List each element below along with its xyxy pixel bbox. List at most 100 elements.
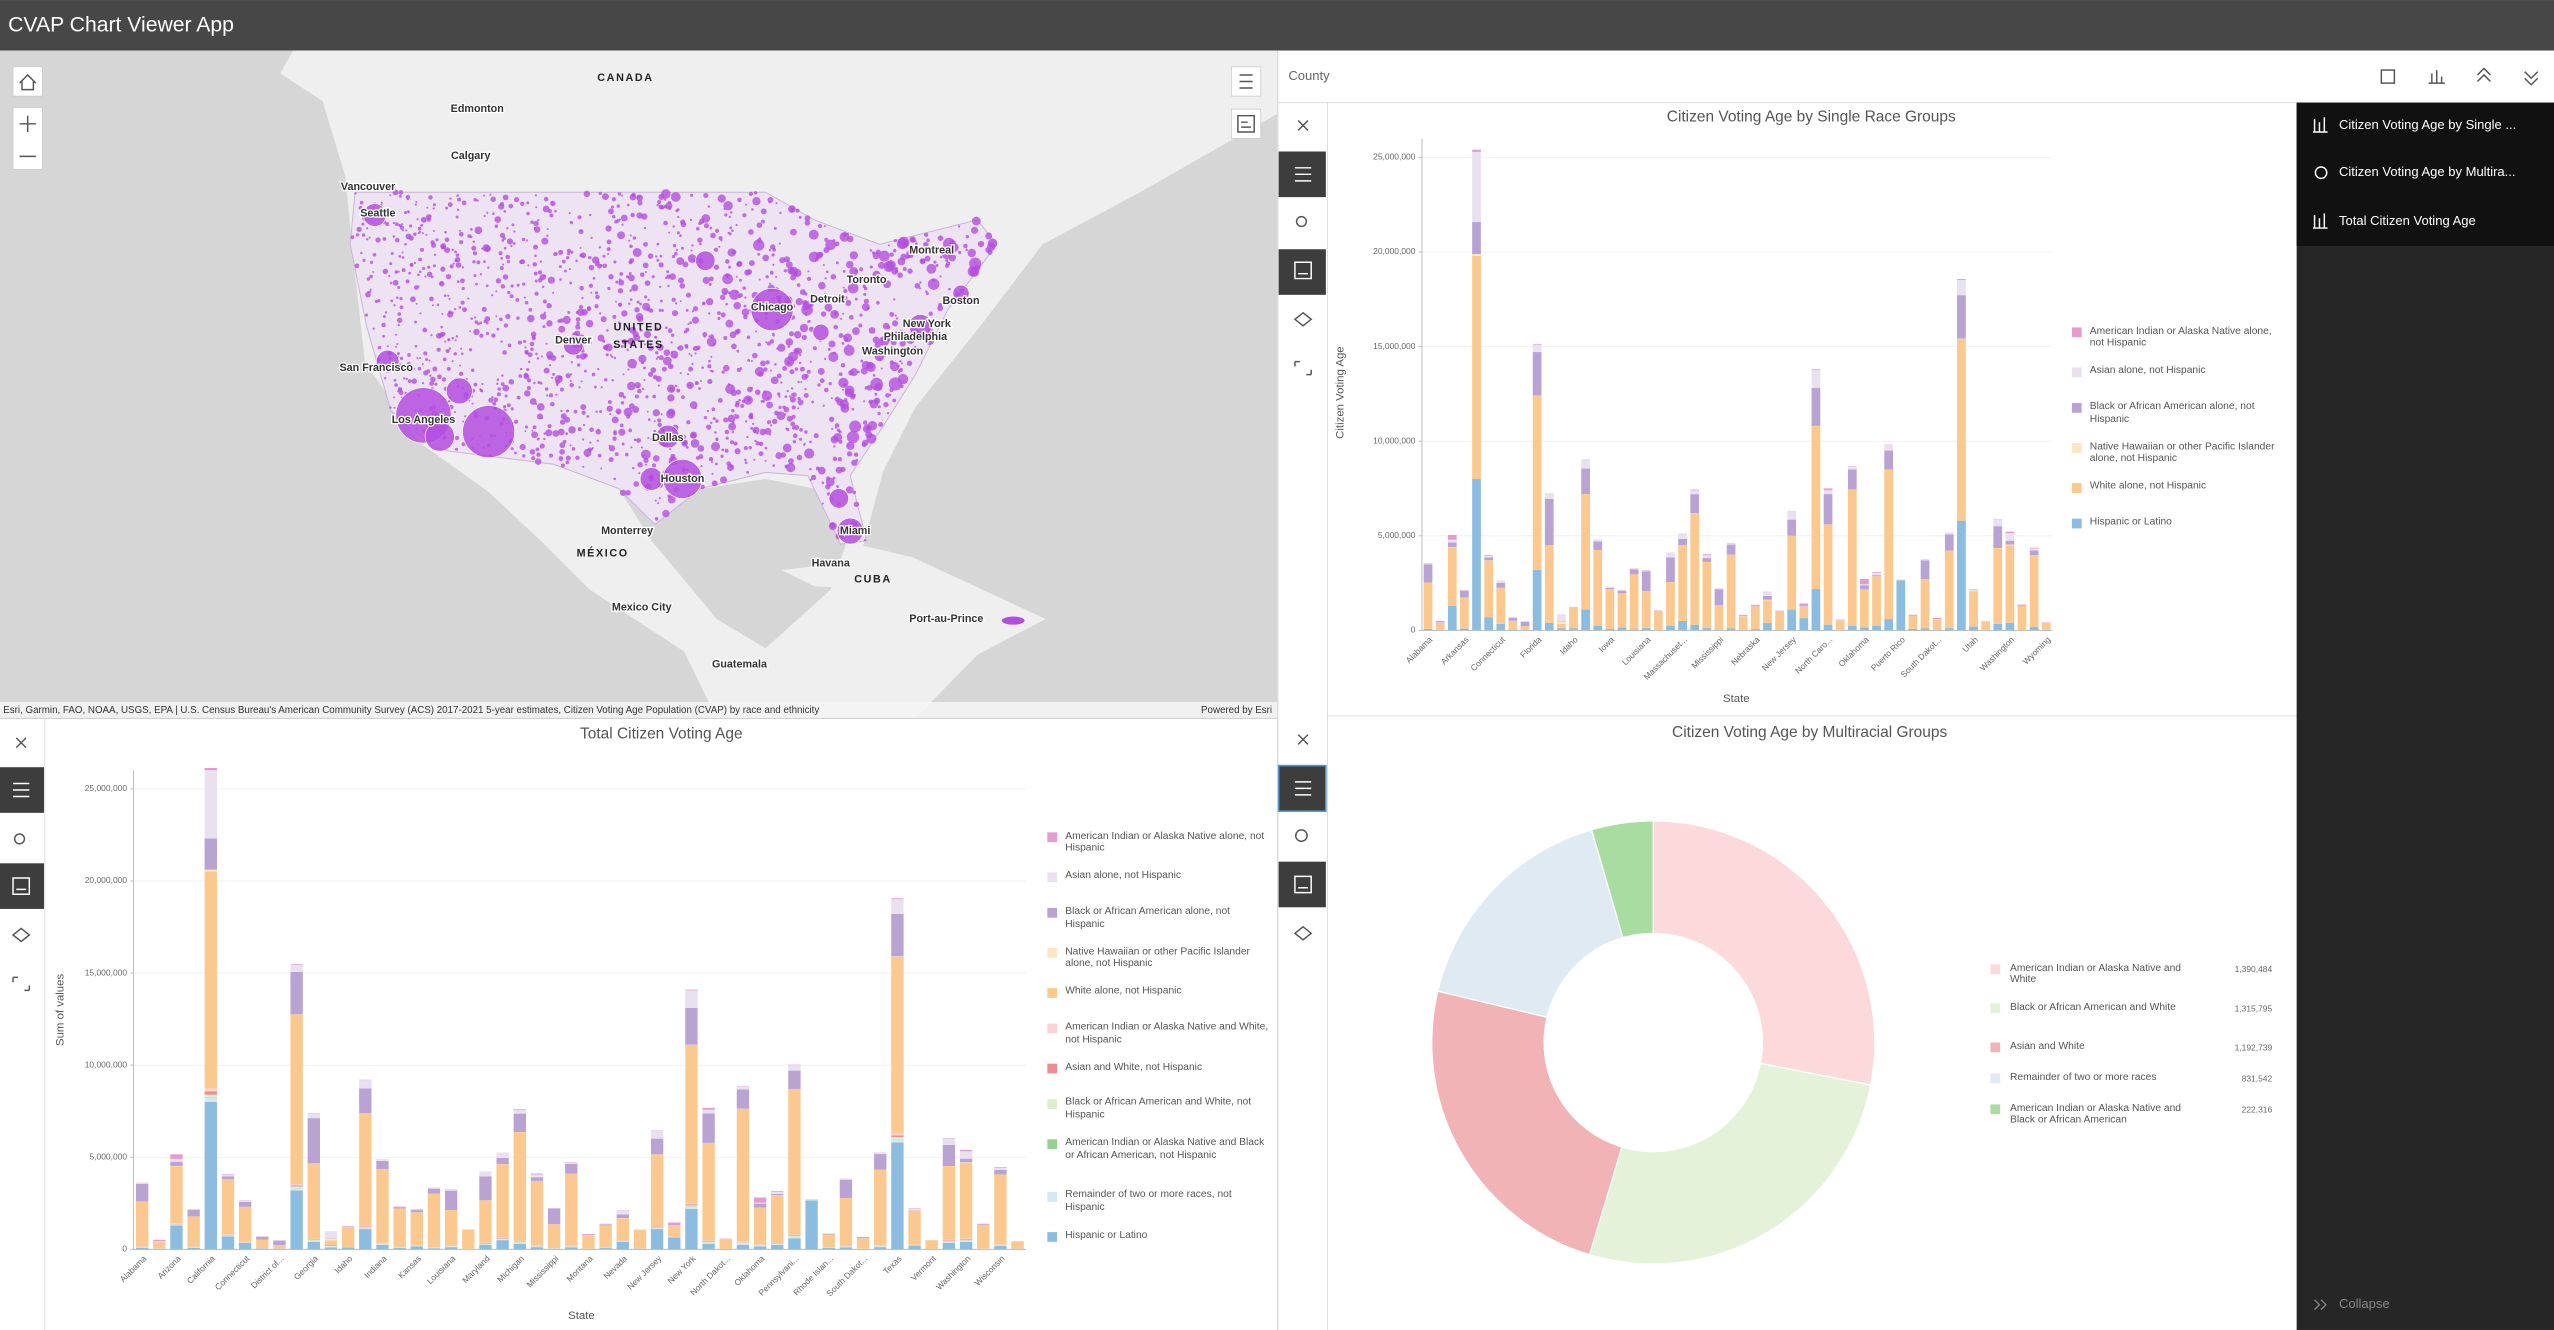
county-dot bbox=[499, 232, 506, 239]
bar-segment bbox=[908, 1210, 921, 1245]
county-dot bbox=[811, 400, 814, 404]
county-dot bbox=[679, 283, 686, 289]
side-item[interactable]: Citizen Voting Age by Single ... bbox=[2339, 117, 2516, 132]
filter-icon[interactable] bbox=[1294, 829, 1308, 843]
county-dot bbox=[785, 261, 793, 269]
county-dot bbox=[609, 413, 612, 416]
county-dot bbox=[643, 330, 652, 339]
county-dot bbox=[401, 256, 405, 259]
county-dot bbox=[849, 420, 862, 433]
county-dot bbox=[861, 442, 867, 448]
county-dot bbox=[451, 248, 455, 252]
county-dot bbox=[558, 335, 564, 340]
search-icon[interactable] bbox=[13, 833, 26, 845]
county-dot bbox=[795, 298, 803, 306]
county-dot bbox=[965, 248, 968, 252]
map-label: Houston bbox=[661, 473, 705, 485]
county-dot bbox=[597, 334, 605, 342]
home-button[interactable] bbox=[12, 66, 43, 97]
county-dot bbox=[628, 428, 633, 433]
close-icon[interactable] bbox=[1297, 120, 1309, 131]
legend-label-box: American Indian or Alaska Native and Bla… bbox=[1065, 1137, 1264, 1161]
county-dot bbox=[384, 377, 387, 380]
expand-icon[interactable] bbox=[12, 976, 31, 992]
county-dot bbox=[439, 281, 443, 285]
county-dot bbox=[685, 445, 689, 449]
bar-segment bbox=[513, 1109, 526, 1110]
county-dot bbox=[422, 266, 426, 271]
action-icon[interactable] bbox=[2428, 70, 2445, 84]
bar-segment bbox=[153, 1242, 166, 1249]
bar-segment bbox=[736, 1089, 750, 1109]
legend-label-box: Asian alone, not Hispanic bbox=[1065, 870, 1181, 881]
county-dot bbox=[919, 281, 922, 284]
bar-segment bbox=[307, 1163, 320, 1239]
county-dot bbox=[642, 302, 651, 311]
county-dot bbox=[519, 443, 526, 451]
county-dot bbox=[481, 247, 484, 250]
legend-label: Black or African American and White bbox=[2009, 1000, 2176, 1013]
county-dot bbox=[372, 271, 375, 274]
bar-segment bbox=[290, 1014, 303, 1184]
action-icon[interactable] bbox=[2380, 69, 2396, 84]
county-dot bbox=[580, 380, 583, 383]
county-dot bbox=[527, 352, 533, 358]
county-dot bbox=[535, 447, 540, 452]
county-dot bbox=[540, 313, 547, 320]
county-dot bbox=[653, 420, 656, 423]
tag-icon[interactable] bbox=[1293, 925, 1313, 941]
bar-segment bbox=[959, 1162, 973, 1164]
county-dot bbox=[500, 201, 504, 206]
search-icon[interactable] bbox=[1295, 215, 1308, 228]
county-dot bbox=[537, 270, 543, 275]
county-dot bbox=[382, 334, 385, 338]
action-icon[interactable] bbox=[2476, 67, 2491, 82]
bar-segment bbox=[1666, 557, 1675, 583]
side-item[interactable]: Total Citizen Voting Age bbox=[2339, 213, 2476, 228]
county-dot bbox=[473, 274, 477, 278]
county-dot bbox=[751, 208, 754, 211]
bar-segment bbox=[753, 1244, 767, 1246]
county-dot bbox=[846, 260, 854, 269]
county-dot bbox=[527, 264, 530, 267]
bar-segment bbox=[187, 1216, 200, 1247]
county-dot bbox=[761, 390, 773, 402]
side-item[interactable]: Citizen Voting Age by Multira... bbox=[2339, 164, 2516, 179]
close-icon[interactable] bbox=[1297, 734, 1309, 745]
bar-segment bbox=[1944, 550, 1954, 629]
county-dot bbox=[399, 305, 404, 310]
expand-icon[interactable] bbox=[1294, 360, 1312, 376]
chart-button[interactable] bbox=[1230, 108, 1262, 139]
county-dot bbox=[614, 345, 617, 348]
tool-active[interactable] bbox=[1278, 249, 1326, 295]
county-dot bbox=[753, 239, 765, 251]
x-tick-label: California bbox=[185, 1253, 218, 1286]
bar-segment bbox=[307, 1241, 320, 1250]
tag-icon[interactable] bbox=[11, 927, 31, 943]
tag-icon[interactable] bbox=[1293, 311, 1313, 327]
county-dot bbox=[562, 439, 567, 444]
county-dot bbox=[768, 201, 771, 204]
close-icon[interactable] bbox=[15, 737, 27, 749]
county-dot bbox=[600, 316, 607, 323]
bar-segment bbox=[1496, 580, 1506, 583]
county-dot bbox=[872, 336, 880, 344]
county-dot bbox=[508, 203, 514, 209]
county-dot bbox=[417, 366, 422, 371]
map[interactable]: CANADA Edmonton Calgary Vancouver Seattl… bbox=[0, 50, 1277, 719]
county-dot bbox=[647, 418, 651, 421]
tool-active[interactable] bbox=[0, 863, 44, 909]
panel-actions[interactable] bbox=[2380, 67, 2539, 86]
county-dot bbox=[824, 277, 827, 280]
county-dot bbox=[560, 376, 563, 379]
bar-segment bbox=[788, 1236, 801, 1238]
map-label: CUBA bbox=[854, 574, 892, 586]
collapse-button[interactable]: Collapse bbox=[2339, 1296, 2390, 1311]
county-dot bbox=[790, 274, 796, 281]
county-dot bbox=[602, 254, 606, 258]
tool-active[interactable] bbox=[1278, 861, 1326, 908]
bar-segment bbox=[702, 1241, 715, 1243]
x-tick-label: New York bbox=[665, 1253, 698, 1286]
action-icon[interactable] bbox=[2524, 71, 2539, 86]
bar-segment bbox=[307, 1239, 320, 1241]
